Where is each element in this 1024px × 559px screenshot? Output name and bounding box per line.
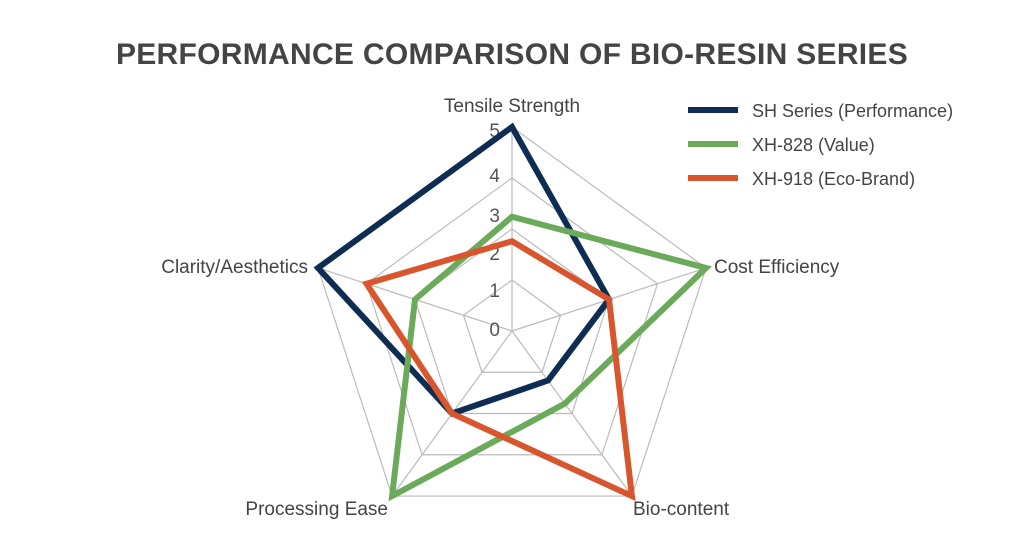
axis-label: Tensile Strength [444, 96, 580, 117]
tick-label: 3 [489, 206, 500, 227]
grid-spoke [511, 330, 633, 497]
tick-label: 2 [489, 244, 500, 265]
tick-label: 5 [489, 121, 500, 142]
grid-ring [462, 279, 562, 373]
axis-label: Cost Efficiency [714, 257, 840, 278]
tick-label: 4 [489, 166, 500, 187]
series-polygon [361, 237, 636, 501]
legend-entry: XH-918 (Eco-Brand) [752, 169, 915, 189]
legend-entry: SH Series (Performance) [752, 101, 953, 121]
legend-entry: XH-828 (Value) [752, 135, 875, 155]
tick-label: 0 [489, 320, 500, 341]
series-polygon [313, 122, 613, 417]
chart-title: PERFORMANCE COMPARISON OF BIO-RESIN SERI… [115, 38, 909, 71]
grid-ring [365, 177, 659, 456]
series-polygon [388, 213, 712, 502]
axis-label: Bio-content [633, 499, 730, 520]
tick-label: 1 [489, 281, 500, 302]
axis-label: Processing Ease [245, 499, 388, 520]
axis-label: Clarity/Aesthetics [161, 257, 308, 278]
